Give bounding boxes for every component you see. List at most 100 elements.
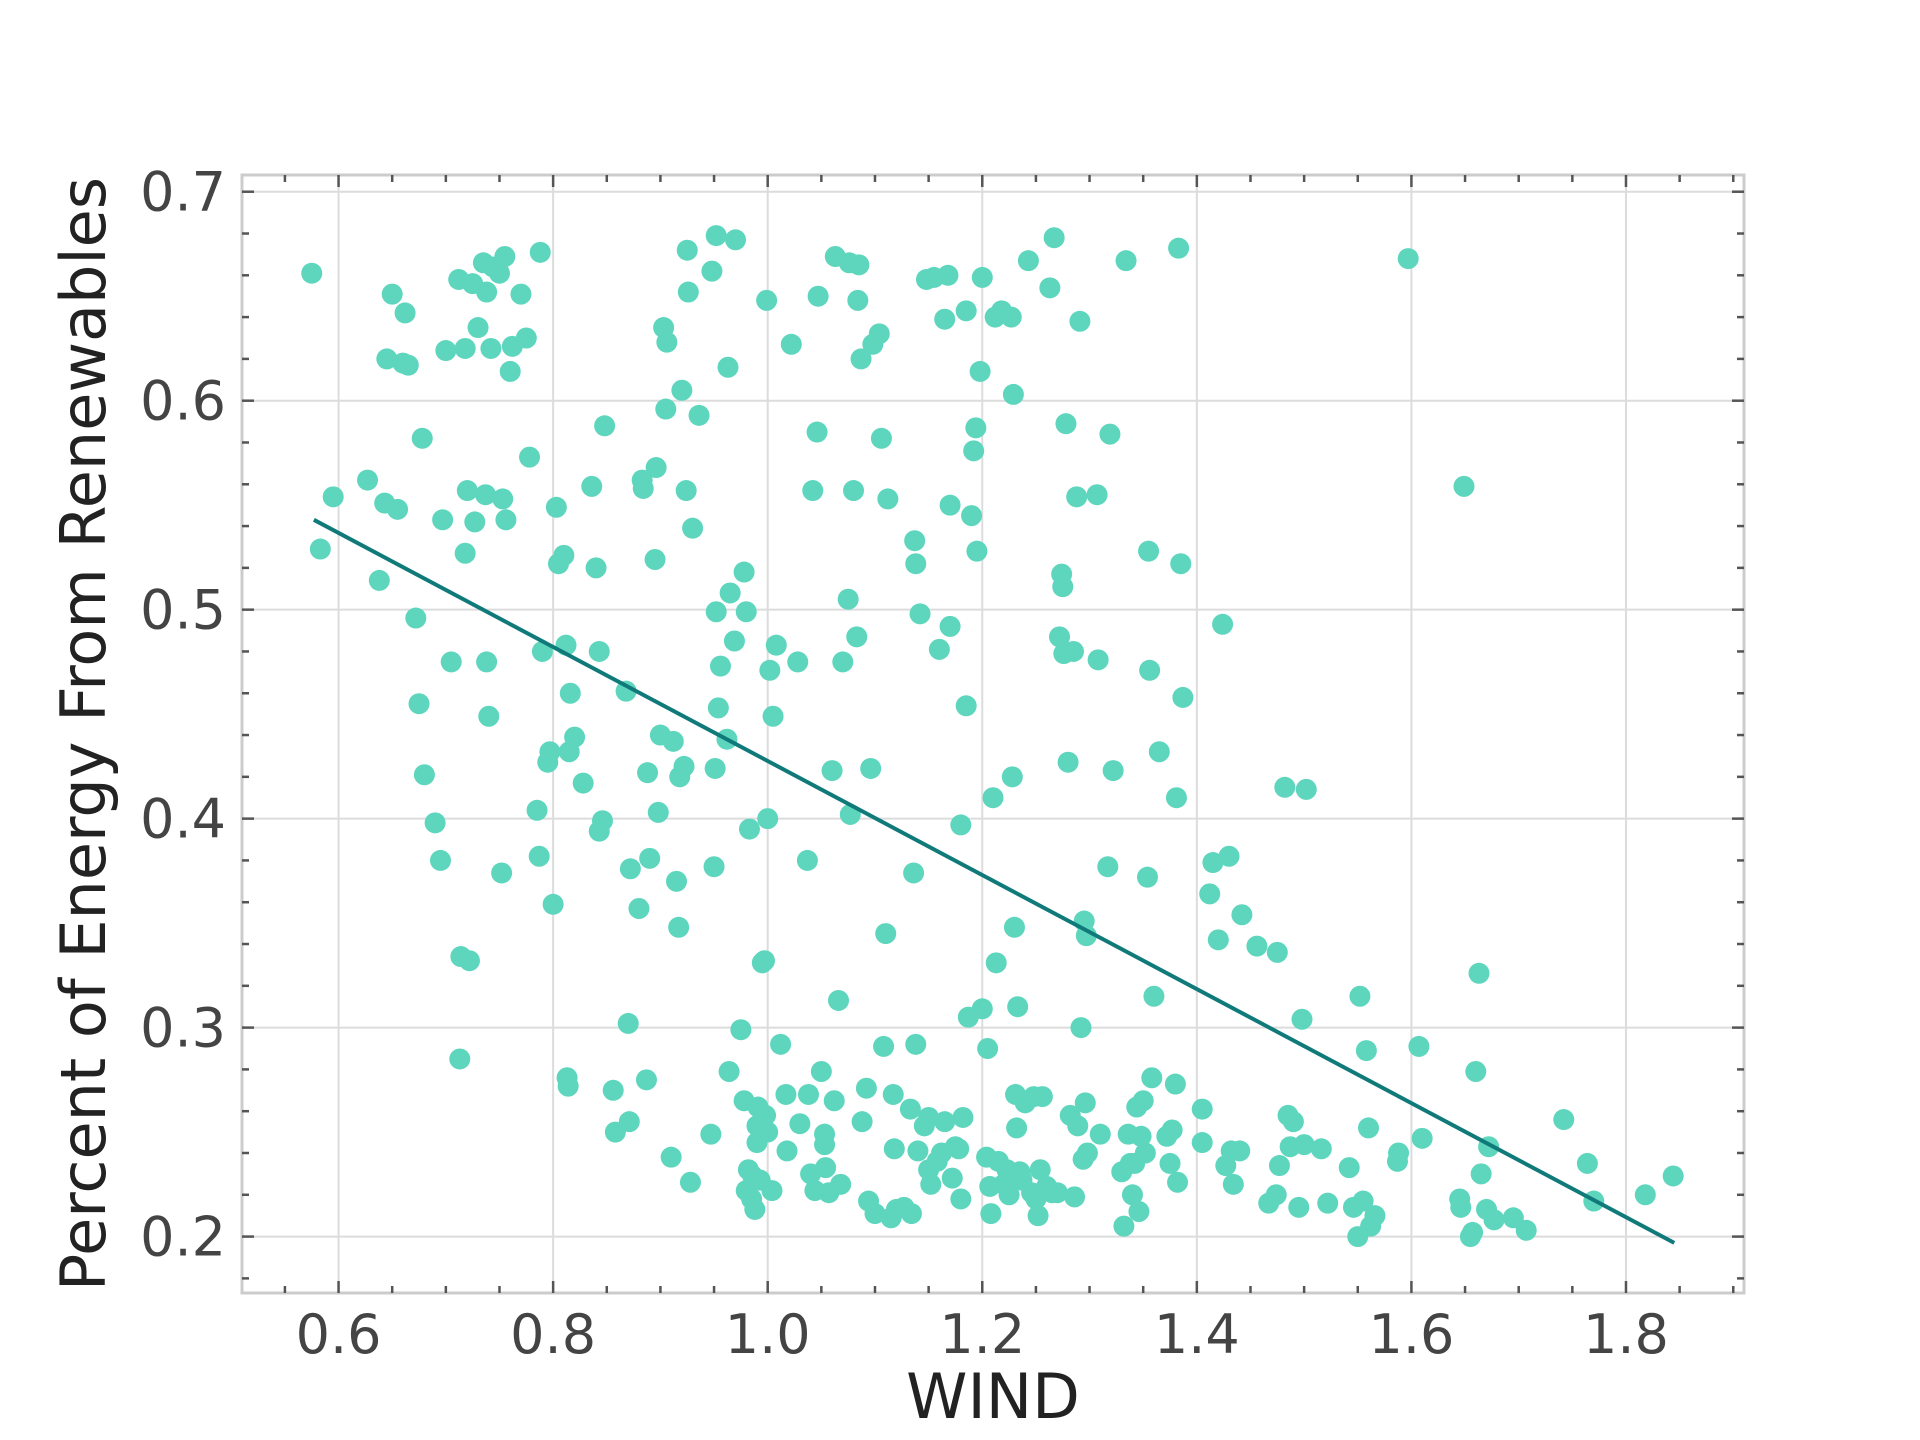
- data-point: [900, 1203, 922, 1225]
- data-point: [832, 651, 854, 673]
- data-point: [821, 760, 843, 782]
- data-point: [941, 1167, 963, 1189]
- data-point: [868, 323, 890, 345]
- data-point: [1231, 904, 1253, 926]
- data-point: [855, 1077, 877, 1099]
- data-point: [1113, 1215, 1135, 1237]
- data-point: [1074, 1092, 1096, 1114]
- data-point: [1470, 1163, 1492, 1185]
- data-point: [815, 1157, 837, 1179]
- data-point: [934, 1111, 956, 1133]
- data-point: [860, 757, 882, 779]
- data-point: [309, 538, 331, 560]
- data-point: [1352, 1190, 1374, 1212]
- data-point: [1450, 1196, 1472, 1218]
- data-point: [899, 1098, 921, 1120]
- x-tick-label-3: 1.2: [939, 1303, 1025, 1366]
- data-point: [1062, 640, 1084, 662]
- data-point: [703, 856, 725, 878]
- data-point: [1515, 1219, 1537, 1241]
- data-point: [1076, 1142, 1098, 1164]
- data-point: [950, 814, 972, 836]
- data-point: [1317, 1192, 1339, 1214]
- data-point: [1634, 1184, 1656, 1206]
- data-point: [1043, 227, 1065, 249]
- data-point: [980, 1203, 1002, 1225]
- data-point: [1003, 916, 1025, 938]
- data-point: [823, 1090, 845, 1112]
- data-point: [1097, 856, 1119, 878]
- data-point: [918, 1106, 940, 1128]
- y-tick-label-2: 0.4: [140, 788, 226, 851]
- data-point: [553, 544, 575, 566]
- data-point: [797, 1083, 819, 1105]
- data-point: [628, 897, 650, 919]
- data-point: [1349, 985, 1371, 1007]
- data-point: [440, 651, 462, 673]
- data-point: [952, 1106, 974, 1128]
- data-point: [965, 417, 987, 439]
- data-point: [982, 787, 1004, 809]
- y-tick-label-5: 0.7: [140, 161, 226, 224]
- data-point: [1662, 1165, 1684, 1187]
- data-point: [591, 810, 613, 832]
- data-point: [1136, 866, 1158, 888]
- data-point: [882, 1083, 904, 1105]
- data-point: [1282, 1111, 1304, 1133]
- data-point: [542, 893, 564, 915]
- data-point: [526, 799, 548, 821]
- data-point: [458, 950, 480, 972]
- data-point: [971, 266, 993, 288]
- data-point: [1338, 1157, 1360, 1179]
- data-point: [905, 553, 927, 575]
- data-point: [776, 1140, 798, 1162]
- data-point: [843, 480, 865, 502]
- data-point: [1358, 1117, 1379, 1139]
- data-point: [1293, 1134, 1315, 1156]
- data-point: [1364, 1205, 1386, 1227]
- data-point: [905, 1033, 927, 1055]
- y-tick-labels: 0.2 0.3 0.4 0.5 0.6 0.7: [140, 161, 226, 1269]
- data-point: [1199, 883, 1221, 905]
- data-point: [671, 379, 693, 401]
- data-point: [1102, 760, 1124, 782]
- data-point: [476, 281, 498, 303]
- data-point: [387, 498, 409, 520]
- data-point: [1115, 250, 1137, 272]
- data-point: [963, 440, 985, 462]
- data-point: [539, 741, 561, 763]
- data-point: [432, 509, 454, 531]
- data-point: [701, 260, 723, 282]
- data-point: [1148, 741, 1170, 763]
- data-point: [677, 281, 699, 303]
- data-point: [645, 457, 667, 479]
- data-point: [1134, 1142, 1156, 1164]
- data-point: [413, 764, 435, 786]
- data-point: [411, 427, 433, 449]
- data-point: [510, 283, 532, 305]
- data-point: [1483, 1209, 1505, 1231]
- data-point: [755, 1104, 777, 1126]
- data-point: [585, 557, 607, 579]
- data-point: [1086, 484, 1108, 506]
- data-point: [705, 225, 727, 247]
- data-point: [770, 1033, 792, 1055]
- data-point: [499, 360, 521, 382]
- data-point: [480, 337, 502, 359]
- data-point: [435, 340, 457, 362]
- data-point: [594, 415, 616, 437]
- data-point: [1397, 248, 1419, 270]
- data-point: [564, 726, 586, 748]
- y-tick-label-4: 0.6: [140, 370, 226, 433]
- data-point: [877, 488, 899, 510]
- data-point: [495, 509, 517, 531]
- data-point: [1027, 1205, 1049, 1227]
- data-point: [870, 427, 892, 449]
- data-point: [704, 757, 726, 779]
- data-point: [780, 333, 802, 355]
- grid-lines: [242, 175, 1744, 1293]
- data-point: [761, 1180, 783, 1202]
- data-point: [837, 588, 859, 610]
- data-point: [602, 1079, 624, 1101]
- data-point: [682, 517, 704, 539]
